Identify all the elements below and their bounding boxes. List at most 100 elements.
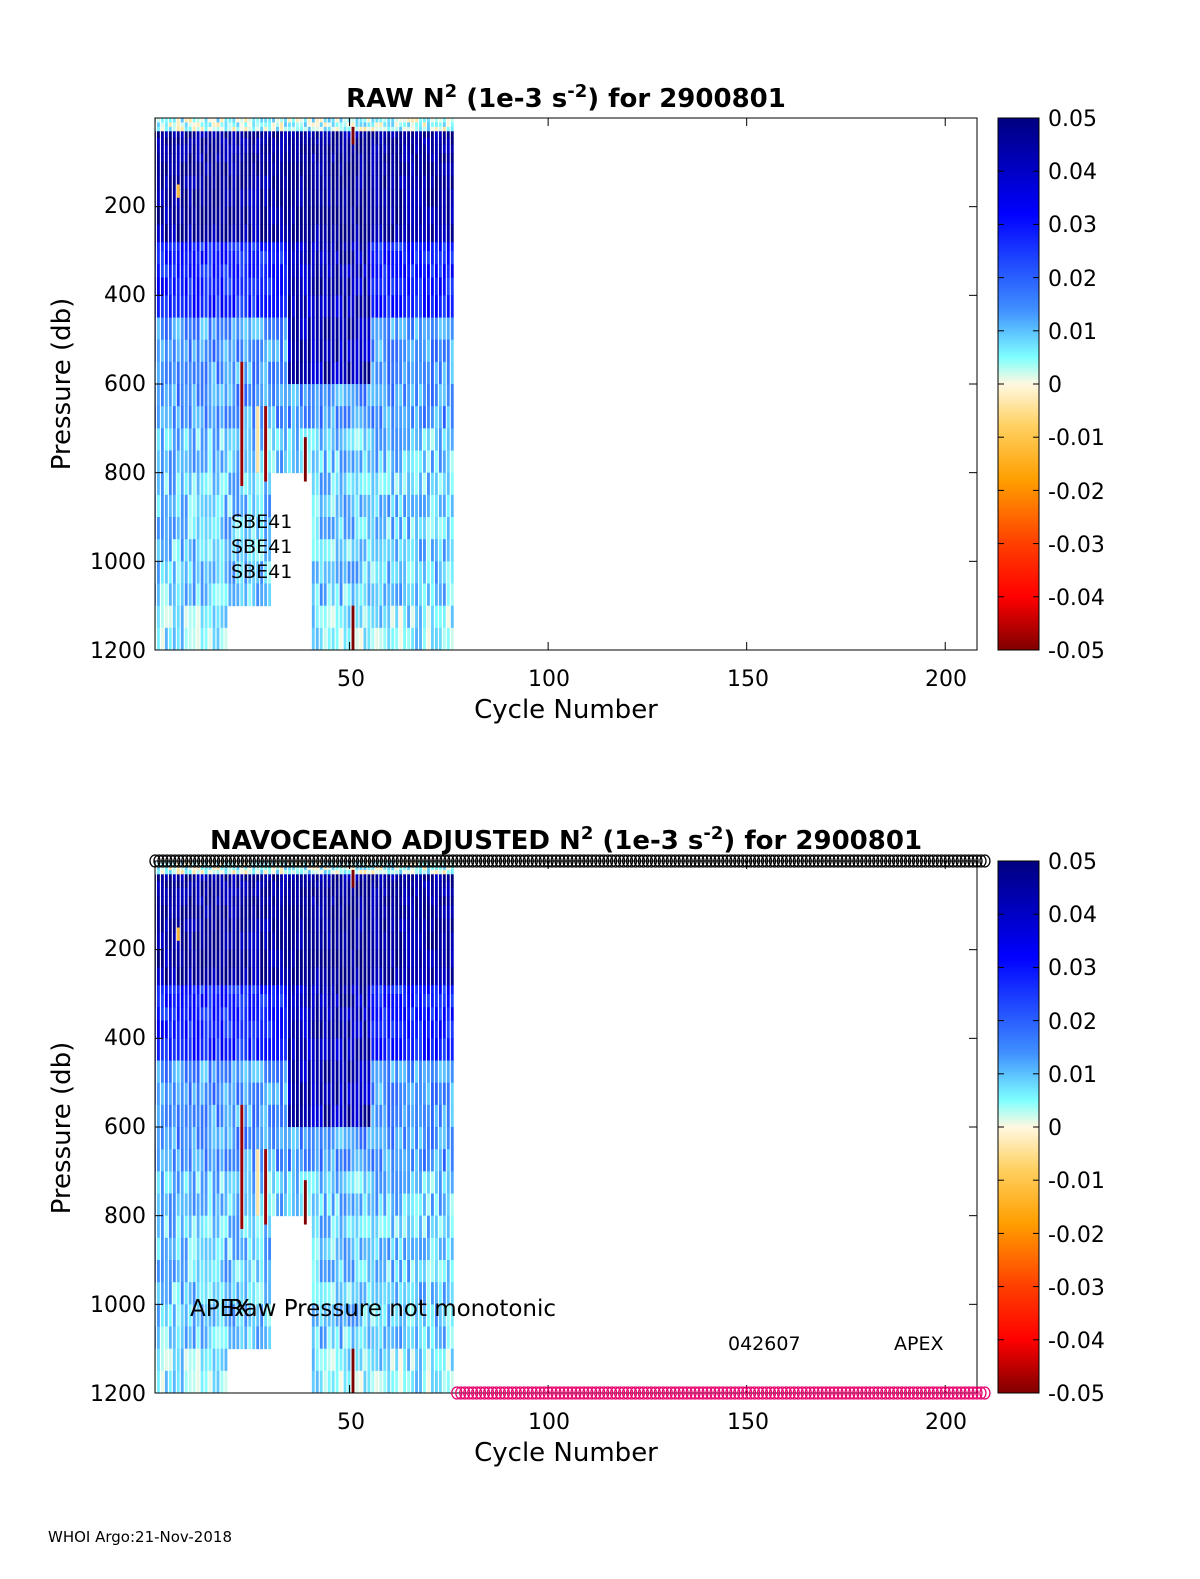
heatmap-cell [391,224,394,242]
heatmap-cell [356,278,359,296]
heatmap-cell [228,295,231,318]
heatmap-cell [383,473,386,496]
heatmap-cell [379,278,382,296]
heatmap-cell [336,295,339,318]
heatmap-cell [336,1216,339,1239]
heatmap-cell [292,874,295,881]
heatmap-cell [268,905,271,919]
heatmap-cell [244,994,247,1008]
heatmap-cell [268,384,271,407]
heatmap-cell [451,242,454,251]
heatmap-cell [371,278,374,296]
heatmap-cell [236,242,239,251]
heatmap-cell [169,870,172,875]
heatmap-cell [332,242,335,251]
heatmap-cell [411,145,414,154]
heatmap-cell [161,362,164,385]
heatmap-cell [201,606,204,629]
heatmap-cell [193,888,196,897]
heatmap-cell [272,118,275,123]
heatmap-cell [177,224,180,242]
heatmap-cell [268,919,271,933]
heatmap-cell [439,874,442,881]
heatmap-cell [419,874,422,881]
heatmap-cell [395,905,398,919]
heatmap-cell [304,278,307,296]
heatmap-cell [308,888,311,897]
heatmap-cell [360,340,363,363]
heatmap-cell [252,162,255,176]
heatmap-cell [328,1371,331,1394]
heatmap-cell [232,451,235,474]
heatmap-cell [419,628,422,651]
heatmap-cell [181,517,184,540]
heatmap-cell [344,162,347,176]
heatmap-cell [435,131,438,138]
heatmap-cell [276,406,279,429]
heatmap-cell [236,176,239,190]
heatmap-cell [423,1105,426,1128]
heatmap-cell [157,950,160,968]
heatmap-cell [181,428,184,451]
heatmap-cell [193,1349,196,1372]
heatmap-cell [332,473,335,496]
heatmap-cell [256,176,259,190]
heatmap-cell [244,950,247,968]
heatmap-cell [403,1260,406,1283]
heatmap-cell [181,967,184,985]
heatmap-cell [221,1083,224,1106]
heatmap-cell [435,122,438,127]
heatmap-cell [181,874,184,881]
heatmap-cell [320,362,323,385]
heatmap-cell [224,153,227,162]
heatmap-cell [252,870,255,875]
heatmap-cell [356,224,359,242]
heatmap-cell [169,127,172,132]
heatmap-cell [324,153,327,162]
heatmap-cell [169,1038,172,1061]
heatmap-cell [240,145,243,154]
heatmap-cell [395,1083,398,1106]
heatmap-cell [217,517,220,540]
heatmap-cell [252,138,255,145]
heatmap-cell [181,584,184,607]
heatmap-cell [387,1127,390,1150]
heatmap-cell [205,1007,208,1021]
heatmap-cell [244,162,247,176]
heatmap-cell [252,1038,255,1061]
heatmap-cell [451,967,454,985]
heatmap-cell [320,138,323,145]
heatmap-cell [308,1194,311,1217]
heatmap-cell [332,1007,335,1021]
heatmap-cell [419,881,422,888]
heatmap-cell [304,384,307,407]
heatmap-cell [443,278,446,296]
heatmap-cell [201,1238,204,1261]
heatmap-cell [173,138,176,145]
heatmap-cell [395,874,398,881]
heatmap-cell [328,127,331,132]
heatmap-cell [272,251,275,265]
heatmap-cell [360,1194,363,1217]
heatmap-cell [232,242,235,251]
heatmap-cell [407,985,410,994]
heatmap-cell [217,561,220,584]
heatmap-cell [228,1238,231,1261]
heatmap-cell [288,1061,291,1084]
heatmap-cell [332,127,335,132]
heatmap-cell [379,881,382,888]
heatmap-cell [189,278,192,296]
heatmap-cell [419,145,422,154]
heatmap-cell [260,145,263,154]
heatmap-cell [419,153,422,162]
heatmap-cell [169,278,172,296]
heatmap-cell [217,1349,220,1372]
heatmap-cell [383,145,386,154]
heatmap-cell [352,207,355,225]
heatmap-cell [312,340,315,363]
heatmap-cell [431,932,434,950]
heatmap-cell [336,118,339,123]
heatmap-cell [391,584,394,607]
heatmap-cell [332,1238,335,1261]
heatmap-cell [419,1105,422,1128]
